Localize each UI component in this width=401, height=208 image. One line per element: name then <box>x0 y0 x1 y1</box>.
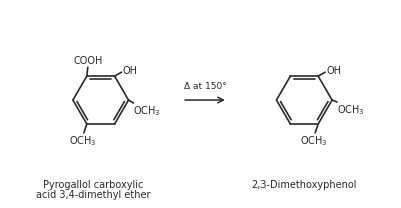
Text: OH: OH <box>325 66 340 76</box>
Text: OCH$_3$: OCH$_3$ <box>69 134 96 148</box>
Text: OCH$_3$: OCH$_3$ <box>336 103 364 117</box>
Text: 2,3-Dimethoxyphenol: 2,3-Dimethoxyphenol <box>251 180 356 190</box>
Text: OCH$_3$: OCH$_3$ <box>300 134 327 148</box>
Text: COOH: COOH <box>73 56 102 66</box>
Text: Δ at 150°: Δ at 150° <box>183 82 226 91</box>
Text: acid 3,4-dimethyl ether: acid 3,4-dimethyl ether <box>35 190 150 200</box>
Text: OCH$_3$: OCH$_3$ <box>133 104 161 118</box>
Text: Pyrogallol carboxylic: Pyrogallol carboxylic <box>43 180 143 190</box>
Text: OH: OH <box>122 66 137 76</box>
